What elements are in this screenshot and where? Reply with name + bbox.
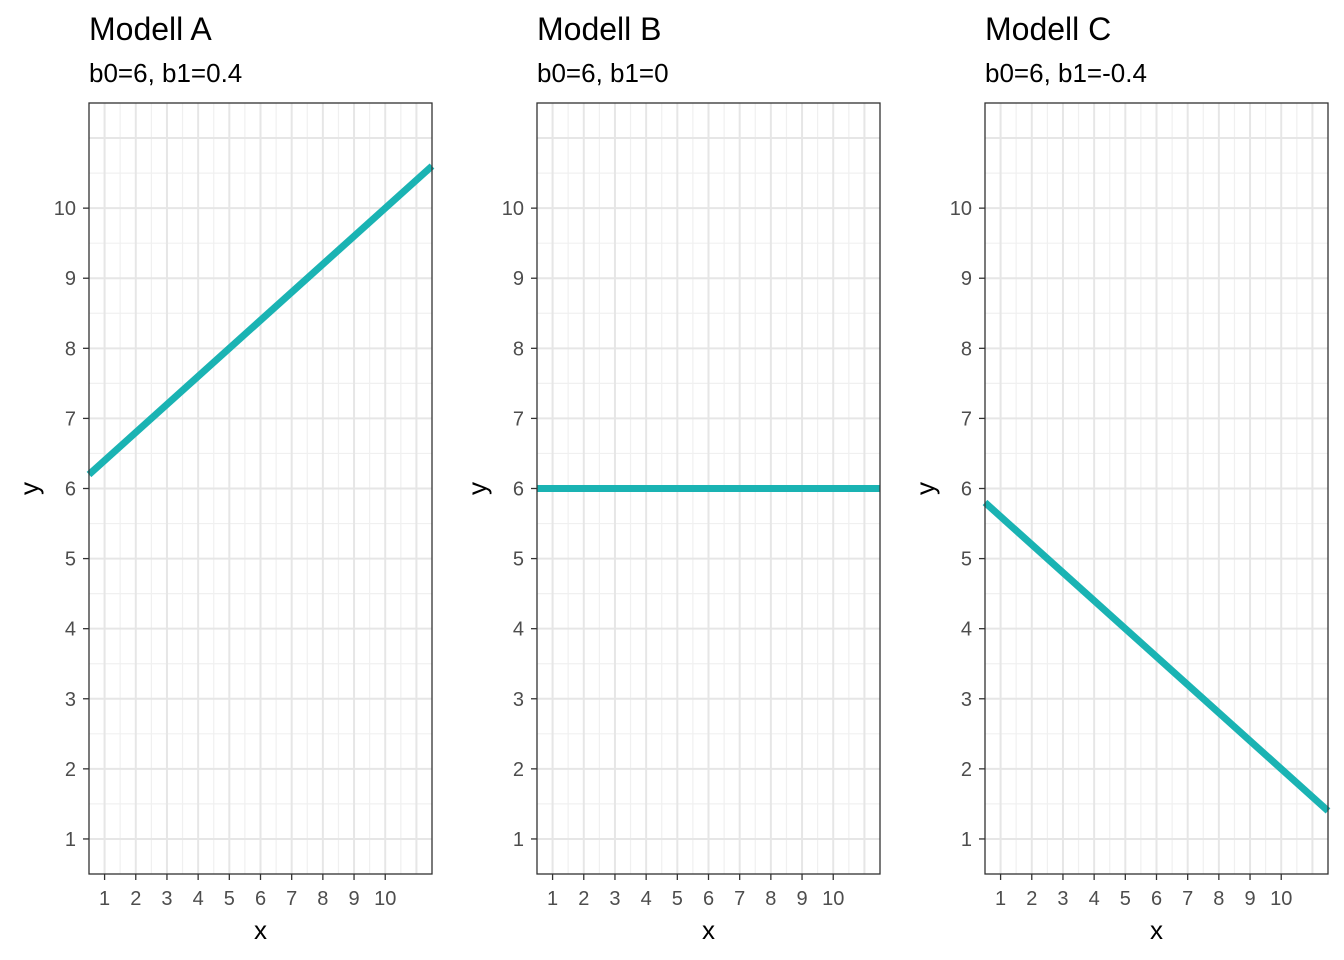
panel-title: Modell A (89, 11, 212, 47)
x-tick-label: 1 (995, 888, 1006, 910)
y-tick-label: 6 (961, 479, 972, 501)
y-tick-label: 3 (961, 689, 972, 711)
x-tick-label: 1 (99, 888, 110, 910)
x-tick-label: 2 (130, 888, 141, 910)
y-tick-label: 3 (65, 689, 76, 711)
y-tick-label: 8 (513, 338, 524, 360)
x-tick-label: 10 (822, 888, 844, 910)
y-tick-label: 1 (513, 829, 524, 851)
y-tick-label: 4 (961, 619, 972, 641)
x-tick-label: 9 (348, 888, 359, 910)
y-tick-label: 10 (950, 198, 972, 220)
x-tick-label: 3 (1057, 888, 1068, 910)
x-tick-label: 1 (547, 888, 558, 910)
panel-subtitle: b0=6, b1=-0.4 (985, 58, 1147, 88)
panel-title: Modell B (537, 11, 662, 47)
y-tick-label: 5 (961, 549, 972, 571)
y-tick-label: 9 (65, 268, 76, 290)
y-tick-label: 4 (513, 619, 524, 641)
x-tick-label: 9 (796, 888, 807, 910)
x-tick-label: 8 (317, 888, 328, 910)
y-tick-label: 7 (961, 408, 972, 430)
y-tick-label: 6 (513, 479, 524, 501)
y-tick-label: 2 (961, 759, 972, 781)
y-tick-label: 4 (65, 619, 76, 641)
x-tick-label: 3 (161, 888, 172, 910)
regression-line-a (86, 163, 435, 478)
x-tick-label: 5 (672, 888, 683, 910)
x-axis-label: x (254, 915, 267, 945)
panel-title: Modell C (985, 11, 1111, 47)
x-tick-label: 2 (1026, 888, 1037, 910)
y-tick-label: 10 (502, 198, 524, 220)
regression-line-c (982, 499, 1331, 814)
y-tick-label: 9 (513, 268, 524, 290)
x-tick-label: 9 (1244, 888, 1255, 910)
y-tick-label: 2 (513, 759, 524, 781)
y-tick-label: 3 (513, 689, 524, 711)
y-tick-label: 7 (513, 408, 524, 430)
x-axis-label: x (702, 915, 715, 945)
x-tick-label: 10 (374, 888, 396, 910)
y-tick-label: 9 (961, 268, 972, 290)
y-axis-label: y (14, 482, 44, 495)
x-tick-label: 8 (1213, 888, 1224, 910)
y-tick-label: 10 (54, 198, 76, 220)
y-tick-label: 5 (65, 549, 76, 571)
panel-subtitle: b0=6, b1=0 (537, 58, 669, 88)
x-tick-label: 6 (255, 888, 266, 910)
x-tick-label: 4 (1089, 888, 1100, 910)
y-axis-label: y (462, 482, 492, 495)
x-tick-label: 6 (1151, 888, 1162, 910)
x-tick-label: 7 (286, 888, 297, 910)
y-axis-label: y (910, 482, 940, 495)
x-tick-label: 5 (1120, 888, 1131, 910)
panel-subtitle: b0=6, b1=0.4 (89, 58, 242, 88)
x-tick-label: 5 (224, 888, 235, 910)
y-tick-label: 6 (65, 479, 76, 501)
y-tick-label: 2 (65, 759, 76, 781)
y-tick-label: 7 (65, 408, 76, 430)
x-tick-label: 7 (1182, 888, 1193, 910)
y-tick-label: 5 (513, 549, 524, 571)
x-tick-label: 7 (734, 888, 745, 910)
x-tick-label: 4 (641, 888, 652, 910)
y-tick-label: 8 (961, 338, 972, 360)
x-tick-label: 3 (609, 888, 620, 910)
x-tick-label: 8 (765, 888, 776, 910)
y-tick-label: 1 (961, 829, 972, 851)
y-tick-label: 8 (65, 338, 76, 360)
x-tick-label: 2 (578, 888, 589, 910)
x-axis-label: x (1150, 915, 1163, 945)
y-tick-label: 1 (65, 829, 76, 851)
x-tick-label: 4 (193, 888, 204, 910)
x-tick-label: 10 (1270, 888, 1292, 910)
x-tick-label: 6 (703, 888, 714, 910)
